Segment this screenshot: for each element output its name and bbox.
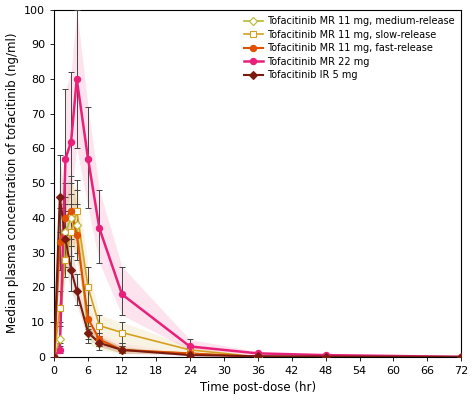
Y-axis label: Median plasma concentration of tofacitinib (ng/ml): Median plasma concentration of tofacitin… — [6, 33, 18, 334]
X-axis label: Time post-dose (hr): Time post-dose (hr) — [200, 382, 316, 394]
Legend: Tofacitinib MR 11 mg, medium-release, Tofacitinib MR 11 mg, slow-release, Tofaci: Tofacitinib MR 11 mg, medium-release, To… — [242, 14, 456, 82]
